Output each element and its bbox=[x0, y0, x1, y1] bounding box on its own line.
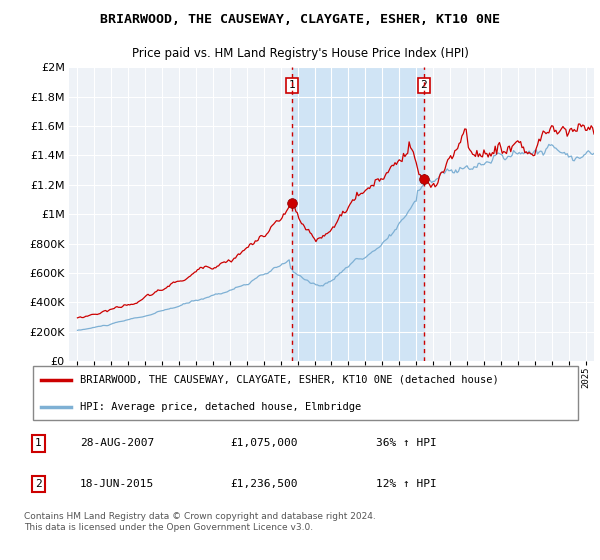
Text: 1: 1 bbox=[35, 438, 42, 449]
Text: 12% ↑ HPI: 12% ↑ HPI bbox=[376, 479, 436, 489]
Text: HPI: Average price, detached house, Elmbridge: HPI: Average price, detached house, Elmb… bbox=[80, 402, 361, 412]
Text: BRIARWOOD, THE CAUSEWAY, CLAYGATE, ESHER, KT10 0NE (detached house): BRIARWOOD, THE CAUSEWAY, CLAYGATE, ESHER… bbox=[80, 375, 499, 385]
Text: 36% ↑ HPI: 36% ↑ HPI bbox=[376, 438, 436, 449]
FancyBboxPatch shape bbox=[33, 366, 578, 421]
Text: 2: 2 bbox=[421, 81, 427, 90]
Text: 28-AUG-2007: 28-AUG-2007 bbox=[80, 438, 154, 449]
Bar bbox=[292, 67, 424, 361]
Text: Price paid vs. HM Land Registry's House Price Index (HPI): Price paid vs. HM Land Registry's House … bbox=[131, 47, 469, 60]
Text: Contains HM Land Registry data © Crown copyright and database right 2024.
This d: Contains HM Land Registry data © Crown c… bbox=[24, 512, 376, 531]
Text: £1,236,500: £1,236,500 bbox=[230, 479, 298, 489]
Text: 2: 2 bbox=[35, 479, 42, 489]
Text: 18-JUN-2015: 18-JUN-2015 bbox=[80, 479, 154, 489]
Text: 1: 1 bbox=[289, 81, 295, 90]
Text: BRIARWOOD, THE CAUSEWAY, CLAYGATE, ESHER, KT10 0NE: BRIARWOOD, THE CAUSEWAY, CLAYGATE, ESHER… bbox=[100, 13, 500, 26]
Text: £1,075,000: £1,075,000 bbox=[230, 438, 298, 449]
